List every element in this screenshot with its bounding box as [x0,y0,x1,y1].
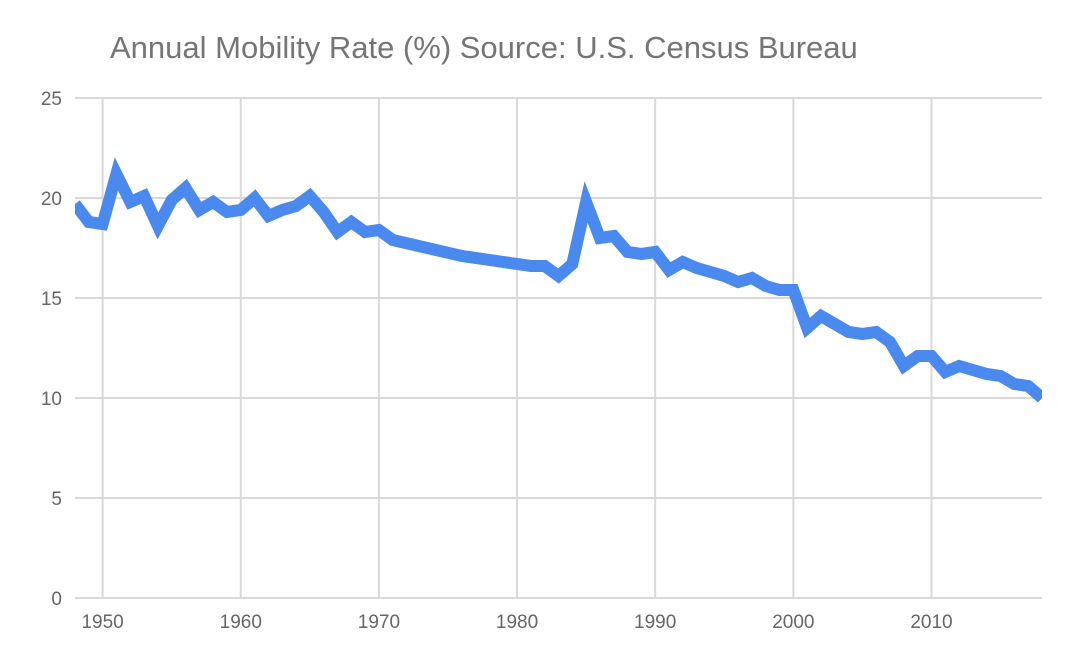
y-tick-label: 15 [41,289,62,310]
x-tick-label: 1970 [358,612,400,633]
chart-title: Annual Mobility Rate (%) Source: U.S. Ce… [110,30,858,65]
x-tick-label: 1960 [220,612,262,633]
x-tick-label: 2000 [772,612,814,633]
series-line [75,157,1042,403]
x-tick-label: 1980 [496,612,538,633]
y-tick-label: 10 [41,389,62,410]
y-tick-label: 25 [41,89,62,110]
x-tick-label: 2010 [910,612,952,633]
x-tick-label: 1950 [81,612,123,633]
x-tick-label: 1990 [634,612,676,633]
y-tick-label: 20 [41,189,62,210]
y-tick-label: 5 [51,489,62,510]
y-tick-label: 0 [51,589,62,610]
